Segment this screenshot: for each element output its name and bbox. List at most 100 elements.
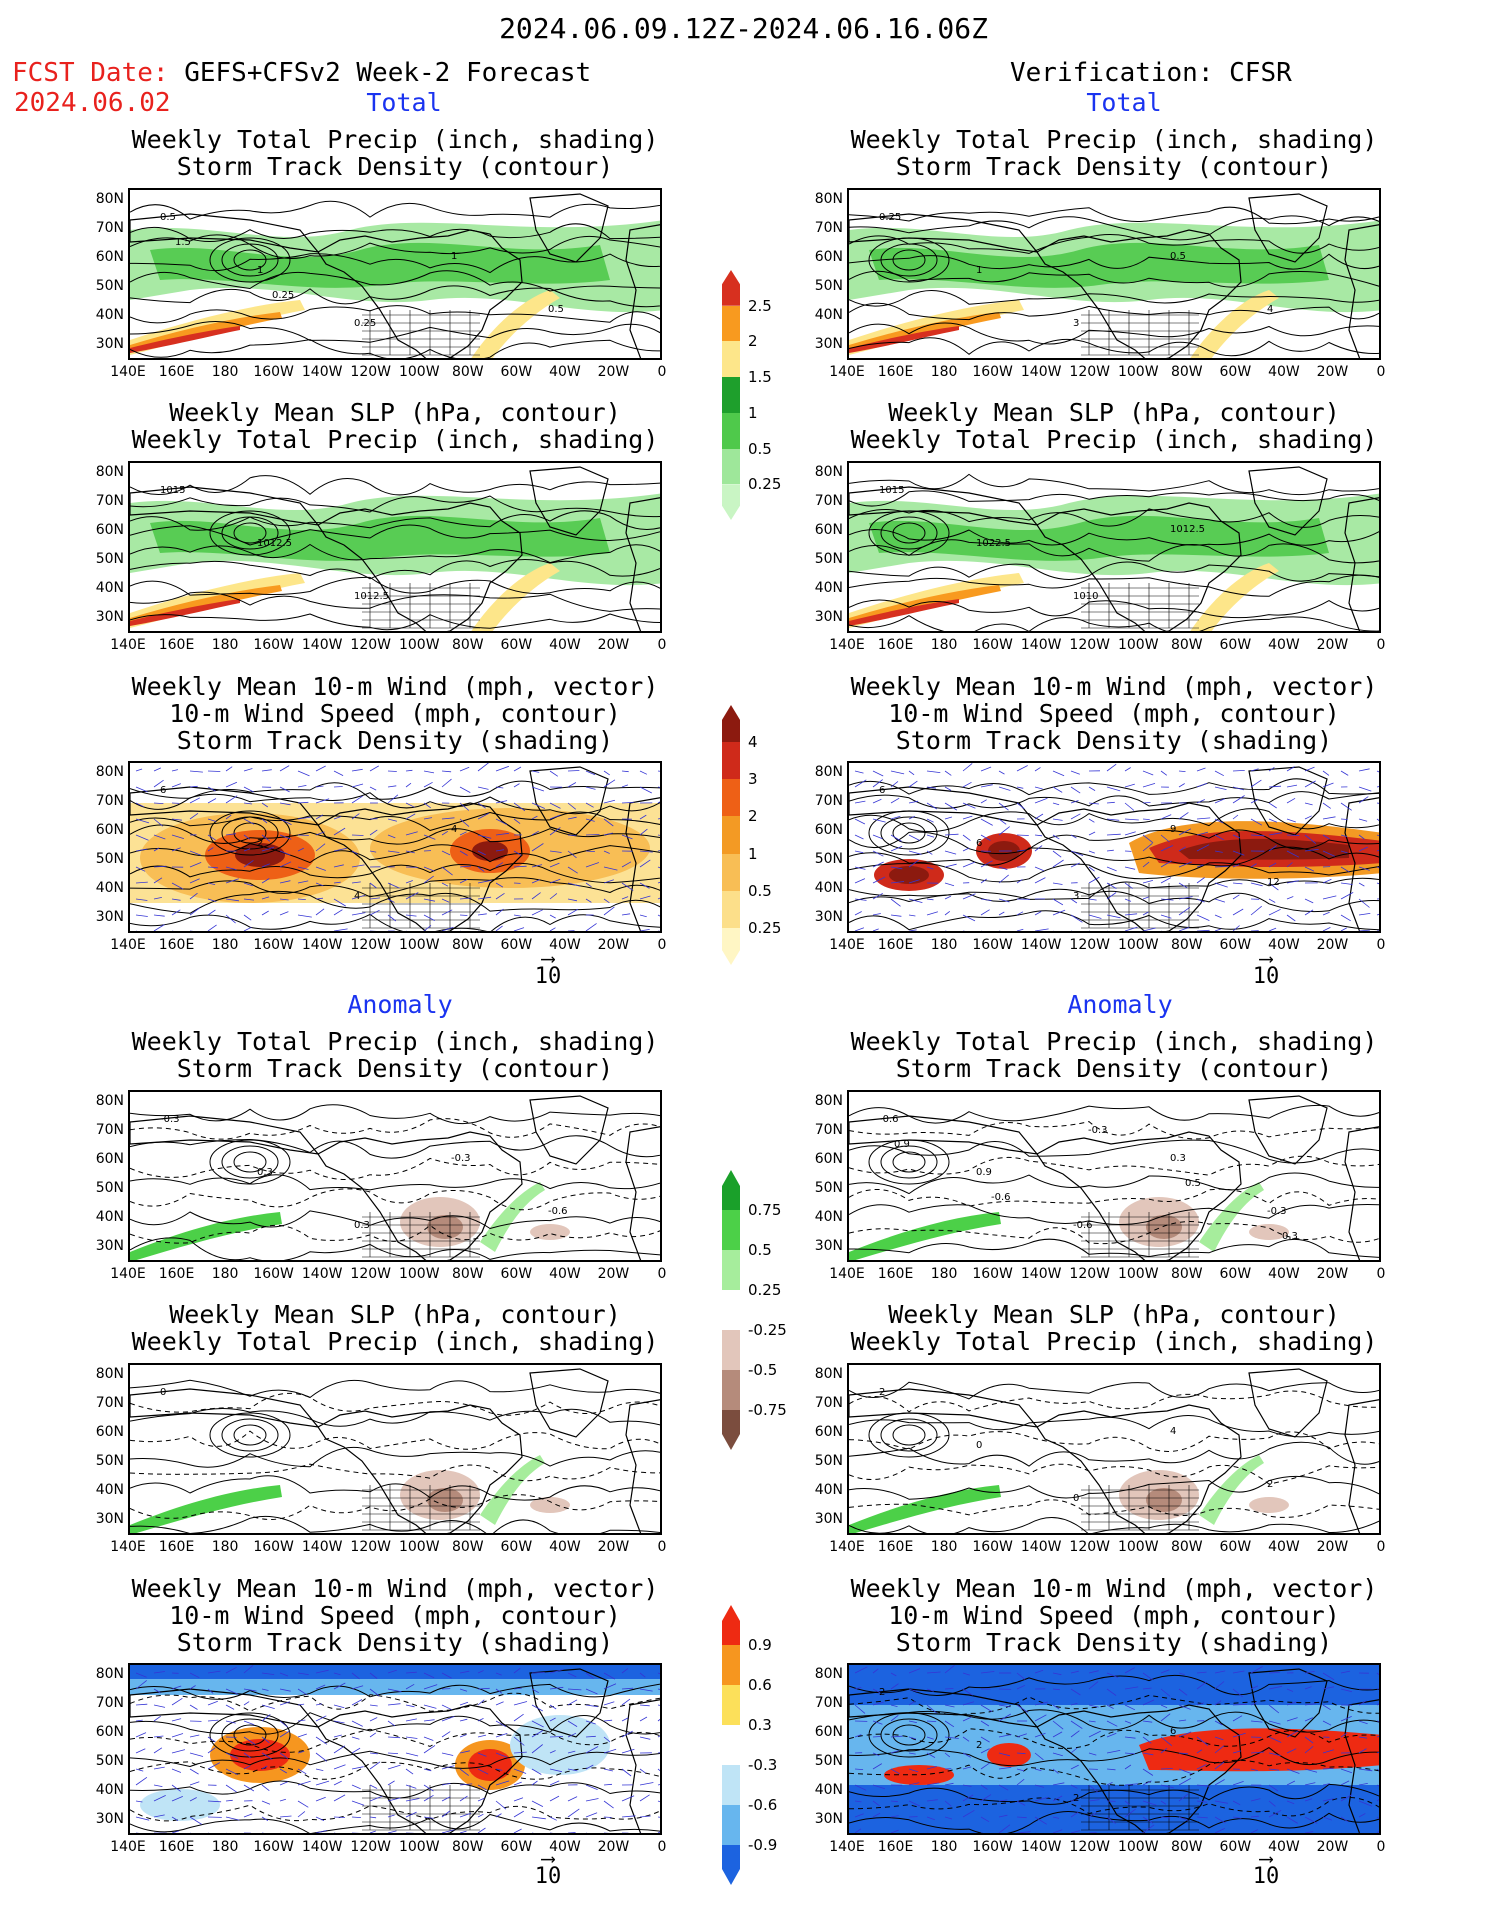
- lat-tick-label: 80N: [95, 464, 124, 480]
- fcst-date-line: FCST Date: GEFS+CFSv2 Week-2 Forecast: [12, 58, 591, 88]
- colorbar-precip_anom: [722, 1170, 740, 1450]
- lat-tick-label: 50N: [95, 1453, 124, 1469]
- lon-tick-label: 40W: [549, 1839, 581, 1855]
- colorbar-cell: [722, 1410, 740, 1450]
- contour-label: 0: [1073, 1493, 1079, 1504]
- lat-tick-label: 60N: [95, 522, 124, 538]
- lat-tick-label: 30N: [95, 1238, 124, 1254]
- lon-tick-label: 160E: [877, 637, 914, 653]
- lon-tick-label: 100W: [398, 364, 440, 380]
- coastlines-r4: [849, 1095, 1379, 1260]
- lat-tick-label: 30N: [814, 336, 843, 352]
- lon-tick-label: 0: [1376, 637, 1386, 653]
- lat-tick-label: 60N: [814, 522, 843, 538]
- contour-label: 1015: [160, 485, 185, 496]
- lon-tick-label: 160W: [972, 1839, 1013, 1855]
- colorbar-cell: [722, 1645, 740, 1685]
- lat-tick-label: 40N: [95, 880, 124, 896]
- lon-tick-label: 100W: [1117, 364, 1159, 380]
- lon-tick-label: 0: [657, 1839, 667, 1855]
- lon-tick-label: 80W: [451, 1539, 484, 1555]
- lon-tick-label: 180: [930, 1839, 958, 1855]
- map-panel-r4: -0.6 0.9 -0.6 0.3 -0.3 0.9 -0.6 -0.3 0.5 0.3: [847, 1090, 1381, 1262]
- colorbar-cell: [722, 1685, 740, 1725]
- lon-tick-label: 0: [1376, 1839, 1386, 1855]
- coastlines-l1: [130, 193, 660, 358]
- lon-tick-label: 140W: [301, 937, 343, 953]
- lon-tick-label: 160E: [877, 1539, 914, 1555]
- lon-tick-label: 100W: [398, 1539, 440, 1555]
- lon-tick-label: 160E: [877, 937, 914, 953]
- lon-tick-label: 180: [211, 364, 239, 380]
- lat-tick-label: 80N: [95, 191, 124, 207]
- lat-tick-label: 40N: [814, 1209, 843, 1225]
- contour-label: 0.5: [548, 304, 564, 315]
- colorbar-cell: [722, 1765, 740, 1805]
- colorbar-label: 0.25: [748, 918, 782, 937]
- lat-tick-label: 60N: [95, 1151, 124, 1167]
- lat-tick-label: 60N: [814, 1151, 843, 1167]
- lon-tick-label: 40W: [549, 637, 581, 653]
- lon-tick-label: 40W: [1268, 637, 1300, 653]
- lon-tick-label: 160E: [877, 1839, 914, 1855]
- contour-label: 1012.5: [1170, 524, 1205, 535]
- colorbar-cell: [722, 1370, 740, 1410]
- colorbar-label: 0.75: [748, 1201, 782, 1219]
- colorbar-label: 2: [748, 807, 758, 826]
- lon-tick-label: 20W: [1316, 637, 1349, 653]
- contours-r5: [849, 1381, 1379, 1533]
- lon-tick-label: 120W: [1069, 1266, 1110, 1282]
- colorbar-cell: [722, 927, 740, 965]
- contour-label: 6: [976, 838, 982, 849]
- panel-title-l6: Weekly Mean 10-m Wind (mph, vector) 10-m…: [131, 1574, 659, 1657]
- colorbar-cell: [722, 742, 740, 780]
- panel-title-l4: Weekly Total Precip (inch, shading) Stor…: [131, 1027, 659, 1083]
- lon-tick-label: 20W: [1316, 1266, 1349, 1282]
- contour-label: 1012.5: [354, 591, 389, 602]
- lon-tick-label: 80W: [1170, 1266, 1203, 1282]
- map-panel-r1: 0.25 1 3 0.5 4: [847, 188, 1381, 360]
- colorbar-cell: [722, 1330, 740, 1370]
- contour-label: 0.25: [272, 290, 294, 301]
- colorbar-cell: [722, 1250, 740, 1290]
- map-panel-l5: 0: [128, 1363, 662, 1535]
- panel-title-r6: Weekly Mean 10-m Wind (mph, vector) 10-m…: [850, 1574, 1378, 1657]
- lat-tick-label: 70N: [95, 1695, 124, 1711]
- colorbar-label: 0.25: [748, 475, 782, 494]
- contour-label: 6: [1170, 1726, 1176, 1737]
- lon-tick-label: 160E: [158, 937, 195, 953]
- lon-tick-label: 20W: [1316, 937, 1349, 953]
- lon-tick-label: 180: [930, 937, 958, 953]
- lon-tick-label: 140E: [110, 1266, 146, 1282]
- colorbar-cell: [722, 377, 740, 413]
- lon-tick-label: 20W: [597, 1539, 630, 1555]
- lat-tick-label: 50N: [814, 851, 843, 867]
- colorbar-label: 1: [748, 403, 758, 422]
- contour-label: -0.3: [160, 1114, 180, 1125]
- colorbar-label: -0.25: [748, 1321, 787, 1339]
- colorbar-label: 0.25: [748, 1281, 782, 1299]
- colorbar-label: -0.9: [748, 1836, 778, 1854]
- coastlines-l6: [130, 1668, 660, 1833]
- lon-tick-label: 180: [211, 1839, 239, 1855]
- panel-title-r2: Weekly Mean SLP (hPa, contour) Weekly To…: [850, 398, 1378, 454]
- lon-tick-label: 120W: [350, 364, 391, 380]
- lat-tick-label: 50N: [814, 1180, 843, 1196]
- map-panel-l2: 1015 1012.5 1012.5: [128, 461, 662, 633]
- lon-tick-label: 160W: [972, 637, 1013, 653]
- contour-label: -0.6: [548, 1206, 568, 1217]
- lon-tick-label: 180: [930, 637, 958, 653]
- lon-tick-label: 60W: [1219, 637, 1252, 653]
- lon-tick-label: 180: [211, 637, 239, 653]
- lon-tick-label: 160W: [253, 1539, 294, 1555]
- lon-tick-label: 120W: [1069, 1839, 1110, 1855]
- contours-l6: [130, 1683, 660, 1833]
- contour-label: 1010: [1073, 591, 1098, 602]
- contour-label: 1.5: [175, 237, 191, 248]
- lon-tick-label: 180: [211, 937, 239, 953]
- fcst-model: GEFS+CFSv2 Week-2 Forecast: [184, 58, 592, 88]
- contour-label: 1012.5: [257, 538, 292, 549]
- contour-label: 0: [976, 1440, 982, 1451]
- lon-tick-label: 100W: [398, 1266, 440, 1282]
- lat-tick-label: 40N: [95, 307, 124, 323]
